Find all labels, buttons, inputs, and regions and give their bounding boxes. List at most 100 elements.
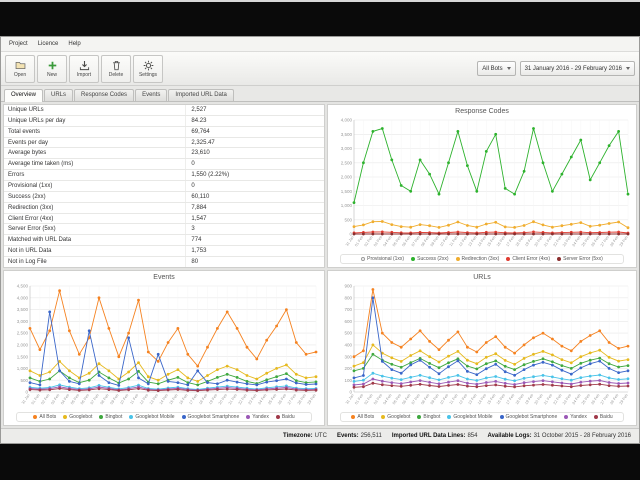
svg-text:200: 200 xyxy=(344,366,352,371)
legend-item-client-error-4xx[interactable]: Client Error (4xx) xyxy=(506,256,550,262)
svg-text:01 Feb: 01 Feb xyxy=(354,393,364,405)
chevron-down-icon xyxy=(626,67,630,70)
row-value: 2,527 xyxy=(191,106,207,113)
legend-marker-icon xyxy=(417,415,422,419)
svg-text:28 Feb: 28 Feb xyxy=(609,393,619,405)
legend-label: All Bots xyxy=(39,414,57,420)
toolbar-button-settings[interactable]: Settings xyxy=(133,54,163,83)
toolbar-button-open[interactable]: Open xyxy=(5,54,35,83)
legend-marker-icon xyxy=(275,415,280,419)
tab-overview[interactable]: Overview xyxy=(4,89,44,102)
svg-text:04 Feb: 04 Feb xyxy=(383,393,393,405)
svg-text:10 Feb: 10 Feb xyxy=(119,393,129,405)
row-value: 3 xyxy=(191,226,195,233)
svg-text:13 Feb: 13 Feb xyxy=(468,235,478,247)
row-label: Average time taken (ms) xyxy=(4,159,187,170)
legend-item-baidu[interactable]: Baidu xyxy=(275,414,295,420)
legend-item-googlebot-smartphone[interactable]: Googlebot Smartphone xyxy=(181,414,239,420)
svg-text:1,000: 1,000 xyxy=(341,203,353,208)
legend-marker-icon xyxy=(455,257,460,261)
tab-events[interactable]: Events xyxy=(135,89,168,101)
tab-response-codes[interactable]: Response Codes xyxy=(74,89,135,101)
legend-marker-icon xyxy=(557,257,562,261)
svg-text:05 Feb: 05 Feb xyxy=(70,393,80,405)
response-codes-chart: Response Codes 0 500 1,000 1,500 2,000 2,500 3,… xyxy=(327,104,637,268)
bot-filter-value: All Bots xyxy=(482,65,503,72)
legend-item-googlebot[interactable]: Googlebot xyxy=(381,414,410,420)
toolbar-button-delete[interactable]: Delete xyxy=(101,54,131,83)
row-value: 1,550 (2.22%) xyxy=(191,172,230,179)
legend-marker-icon xyxy=(499,415,504,419)
bot-filter-select[interactable]: All Bots xyxy=(477,61,516,76)
chart-plot: 0 100 200 300 400 500 600 700 800 900 31 Jan 01 Feb… xyxy=(328,282,636,412)
legend-item-baidu[interactable]: Baidu xyxy=(593,414,613,420)
svg-text:3,000: 3,000 xyxy=(341,146,353,151)
svg-text:18 Feb: 18 Feb xyxy=(515,393,525,405)
svg-text:12 Feb: 12 Feb xyxy=(458,235,468,247)
svg-text:2,500: 2,500 xyxy=(341,160,353,165)
legend-marker-icon xyxy=(33,415,38,419)
legend-item-googlebot[interactable]: Googlebot xyxy=(63,414,92,420)
toolbar-button-new[interactable]: New xyxy=(37,54,67,83)
legend-item-redirection-3xx[interactable]: Redirection (3xx) xyxy=(455,256,499,262)
legend-item-yandex[interactable]: Yandex xyxy=(564,414,587,420)
svg-text:24 Feb: 24 Feb xyxy=(257,393,267,405)
menu-project[interactable]: Project xyxy=(9,41,28,47)
svg-text:23 Feb: 23 Feb xyxy=(562,393,572,405)
svg-text:16 Feb: 16 Feb xyxy=(179,393,189,405)
date-range-select[interactable]: 31 January 2016 - 29 February 2016 xyxy=(519,61,635,76)
row-label: Events per day xyxy=(4,137,187,148)
date-range-value: 31 January 2016 - 29 February 2016 xyxy=(524,65,622,72)
svg-text:06 Feb: 06 Feb xyxy=(401,393,411,405)
legend-item-yandex[interactable]: Yandex xyxy=(246,414,269,420)
menu-help[interactable]: Help xyxy=(68,41,81,47)
svg-text:02 Feb: 02 Feb xyxy=(40,393,50,405)
status-timezone: Timezone: UTC xyxy=(283,433,327,439)
svg-text:500: 500 xyxy=(20,378,28,383)
toolbar: Open New Import Delete Settings All Bots 31 … xyxy=(1,52,639,86)
svg-text:11 Feb: 11 Feb xyxy=(449,235,459,247)
legend-label: Success (2xx) xyxy=(417,256,449,262)
legend-marker-icon xyxy=(506,257,511,261)
legend-item-googlebot-mobile[interactable]: Googlebot Mobile xyxy=(129,414,175,420)
status-value: UTC xyxy=(314,433,327,439)
svg-text:12 Feb: 12 Feb xyxy=(458,393,468,405)
legend-item-googlebot-mobile[interactable]: Googlebot Mobile xyxy=(447,414,493,420)
legend-marker-icon xyxy=(63,415,68,419)
legend-item-all-bots[interactable]: All Bots xyxy=(33,414,56,420)
tab-imported-url-data[interactable]: Imported URL Data xyxy=(168,89,234,101)
legend-label: Googlebot Smartphone xyxy=(505,414,558,420)
svg-text:12 Feb: 12 Feb xyxy=(139,393,149,405)
svg-text:18 Feb: 18 Feb xyxy=(515,235,525,247)
menu-bar: Project Licence Help xyxy=(1,37,639,52)
svg-text:25 Feb: 25 Feb xyxy=(267,393,277,405)
legend-label: Server Error (5xx) xyxy=(563,256,603,262)
legend-label: Yandex xyxy=(570,414,587,420)
svg-text:27 Feb: 27 Feb xyxy=(287,393,297,405)
svg-text:20 Feb: 20 Feb xyxy=(534,235,544,247)
status-events: Events: 256,511 xyxy=(337,433,382,439)
legend-item-bingbot[interactable]: Bingbot xyxy=(417,414,440,420)
legend-item-bingbot[interactable]: Bingbot xyxy=(99,414,122,420)
table-row: Average time taken (ms) 0 xyxy=(4,159,324,171)
legend-item-googlebot-smartphone[interactable]: Googlebot Smartphone xyxy=(499,414,558,420)
legend-marker-icon xyxy=(246,415,251,419)
tab-urls[interactable]: URLs xyxy=(44,89,74,101)
svg-text:03 Feb: 03 Feb xyxy=(50,393,60,405)
table-row: Unique URLs per day 84.23 xyxy=(4,115,324,127)
legend-item-server-error-5xx[interactable]: Server Error (5xx) xyxy=(557,256,603,262)
svg-text:15 Feb: 15 Feb xyxy=(169,393,179,405)
menu-licence[interactable]: Licence xyxy=(37,41,59,47)
svg-text:500: 500 xyxy=(344,217,352,222)
svg-text:13 Feb: 13 Feb xyxy=(468,393,478,405)
legend-item-all-bots[interactable]: All Bots xyxy=(351,414,374,420)
toolbar-button-import[interactable]: Import xyxy=(69,54,99,83)
legend-item-success-2xx[interactable]: Success (2xx) xyxy=(411,256,449,262)
row-value: 69,764 xyxy=(191,128,210,135)
legend-marker-icon xyxy=(447,415,452,419)
legend-item-provisional-1xx[interactable]: Provisional (1xx) xyxy=(361,256,404,262)
legend-marker-icon xyxy=(351,415,356,419)
legend-label: Baidu xyxy=(281,414,295,420)
svg-text:06 Feb: 06 Feb xyxy=(401,235,411,247)
table-row: Redirection (3xx) 7,884 xyxy=(4,202,324,214)
